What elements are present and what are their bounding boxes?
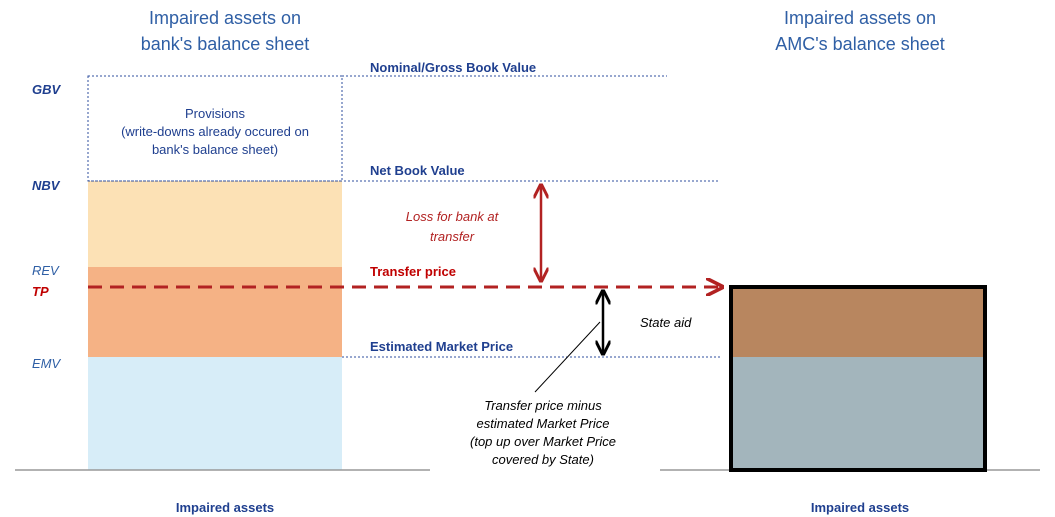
title: Impaired assets on [149,8,301,28]
provisions-text: (write-downs already occured on [121,124,309,139]
provisions-text: Provisions [185,106,245,121]
note-text: covered by State) [492,452,594,467]
footer: Impaired assets [811,500,909,515]
emv-block [88,357,342,470]
level-label: TP [32,284,49,299]
loss-text: Loss for bank at [406,209,500,224]
note-text: Transfer price minus [484,398,602,413]
tp-block [88,267,342,357]
state-aid-text: State aid [640,315,692,330]
title: bank's balance sheet [141,34,310,54]
level-label: GBV [32,82,62,97]
provisions-text: bank's balance sheet) [152,142,278,157]
footer: Impaired assets [176,500,274,515]
level-label: EMV [32,356,62,371]
loss-text: transfer [430,229,475,244]
amc-box [729,285,987,472]
title: Impaired assets on [784,8,936,28]
title: AMC's balance sheet [775,34,945,54]
nbv-block [88,181,342,267]
provisions-box [87,75,343,182]
amc-top [731,287,985,357]
note-text: estimated Market Price [477,416,610,431]
pointer [534,321,601,393]
line-label: Net Book Value [370,163,465,178]
level-label: NBV [32,178,61,193]
line-label: Transfer price [370,264,456,279]
level-label: REV [32,263,60,278]
line-label: Estimated Market Price [370,339,513,354]
amc-bottom [731,357,985,470]
line-label: Nominal/Gross Book Value [370,60,536,75]
note-text: (top up over Market Price [470,434,616,449]
